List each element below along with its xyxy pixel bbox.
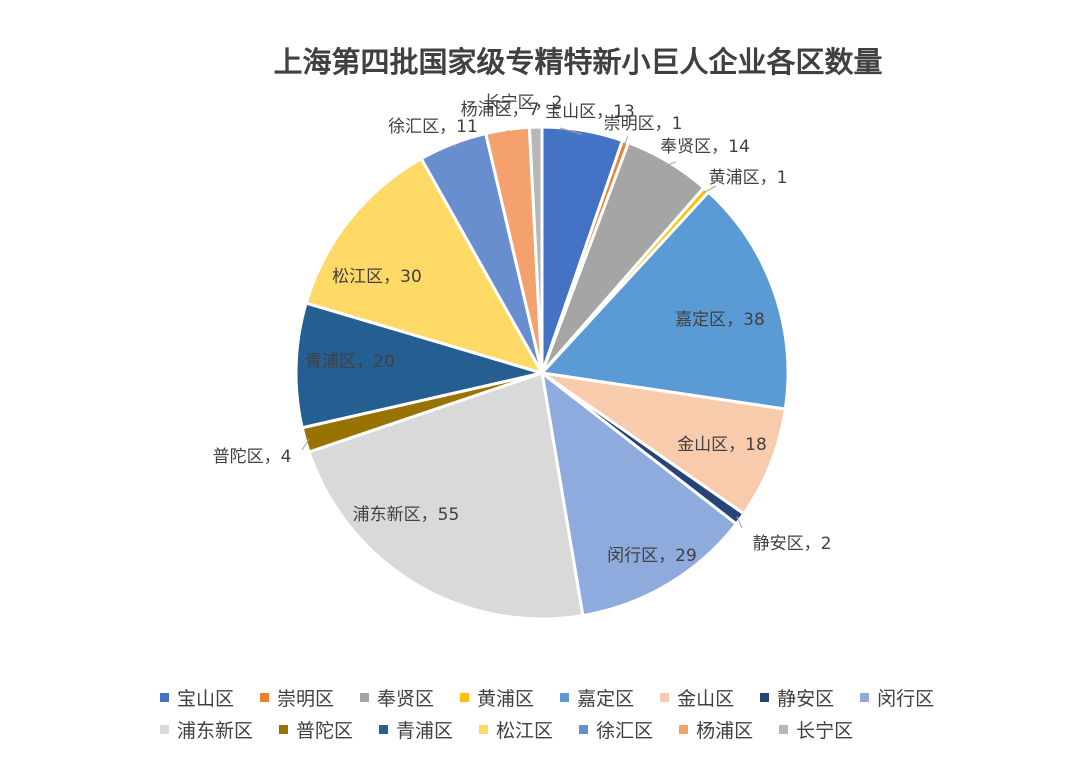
legend-item: 闵行区 (860, 686, 935, 710)
chart-title: 上海第四批国家级专精特新小巨人企业各区数量 (273, 45, 882, 79)
legend-item: 浦东新区 (160, 718, 254, 742)
leader-line (301, 438, 310, 451)
legend-label: 普陀区 (296, 719, 354, 742)
leader-line (703, 185, 717, 194)
legend-swatch (579, 724, 589, 734)
legend-item: 松江区 (479, 718, 554, 742)
data-label: 浦东新区，55 (353, 505, 460, 525)
legend-label: 松江区 (496, 719, 554, 742)
legend-label: 徐汇区 (596, 719, 654, 742)
pie-slice (307, 371, 585, 621)
legend-swatch (360, 692, 370, 702)
legend-item: 奉贤区 (360, 686, 435, 710)
legend-swatch (860, 692, 870, 702)
legend-label: 杨浦区 (696, 719, 754, 742)
legend-swatch (560, 692, 570, 702)
leader-line (559, 127, 583, 135)
legend-swatch (679, 724, 689, 734)
legend-swatch (260, 692, 270, 702)
legend-item: 青浦区 (379, 718, 454, 742)
legend-label: 嘉定区 (577, 687, 635, 710)
data-label: 崇明区，1 (604, 114, 683, 134)
leader-line (665, 161, 677, 166)
legend-swatch (460, 692, 470, 702)
legend-swatch (779, 724, 789, 734)
leader-line (623, 135, 629, 146)
legend-swatch (160, 692, 169, 702)
data-label: 徐汇区，11 (388, 117, 478, 137)
legend-item: 杨浦区 (679, 718, 754, 742)
leader-line (736, 516, 743, 529)
chart-legend: 宝山区 崇明区 奉贤区 黄浦区 嘉定区 金山区 静安区 闵行区浦东新区 普陀区 青浦区 松江区 徐汇区… (160, 686, 980, 742)
data-label: 长宁区，2 (484, 93, 563, 113)
legend-label: 长宁区 (796, 719, 854, 742)
legend-label: 奉贤区 (377, 687, 435, 710)
data-label: 金山区，18 (677, 435, 767, 455)
data-label: 杨浦区，7 (461, 100, 540, 120)
legend-swatch (479, 724, 489, 734)
legend-label: 黄浦区 (477, 687, 535, 710)
pie-slice (294, 301, 544, 430)
pie-slice (540, 190, 790, 411)
legend-item: 普陀区 (279, 718, 354, 742)
leader-line (453, 144, 457, 148)
legend-item: 金山区 (660, 686, 735, 710)
legend-item: 长宁区 (779, 718, 854, 742)
legend-swatch (279, 724, 289, 734)
data-label: 黄浦区，1 (709, 168, 788, 188)
pie-slice (304, 157, 544, 375)
legend-item: 静安区 (760, 686, 835, 710)
legend-swatch (379, 724, 389, 734)
pie-slice (540, 371, 738, 618)
legend-label: 宝山区 (177, 687, 235, 710)
data-label: 闵行区，29 (607, 546, 697, 566)
legend-label: 闵行区 (877, 687, 935, 710)
data-label: 青浦区，20 (305, 352, 395, 372)
legend-item: 徐汇区 (579, 718, 654, 742)
data-label: 嘉定区，38 (675, 310, 765, 330)
data-label: 普陀区，4 (213, 447, 292, 467)
pie-slice (527, 125, 544, 375)
data-label: 静安区，2 (753, 534, 832, 554)
legend-item: 嘉定区 (560, 686, 635, 710)
legend-swatch (760, 692, 770, 702)
data-label: 奉贤区，14 (660, 137, 750, 157)
legend-item: 崇明区 (260, 686, 335, 710)
leader-lines (301, 127, 743, 529)
legend-label: 金山区 (677, 687, 735, 710)
legend-label: 崇明区 (277, 687, 335, 710)
pie-slice (540, 371, 787, 516)
legend-swatch (160, 724, 169, 734)
legend-label: 浦东新区 (177, 719, 254, 742)
legend-item: 宝山区 (160, 686, 235, 710)
pie-slices (294, 125, 790, 621)
data-label: 松江区，30 (332, 267, 422, 287)
legend-swatch (660, 692, 670, 702)
legend-label: 静安区 (777, 687, 835, 710)
legend-item: 黄浦区 (460, 686, 535, 710)
data-label: 宝山区，13 (545, 102, 635, 122)
legend-label: 青浦区 (396, 719, 454, 742)
